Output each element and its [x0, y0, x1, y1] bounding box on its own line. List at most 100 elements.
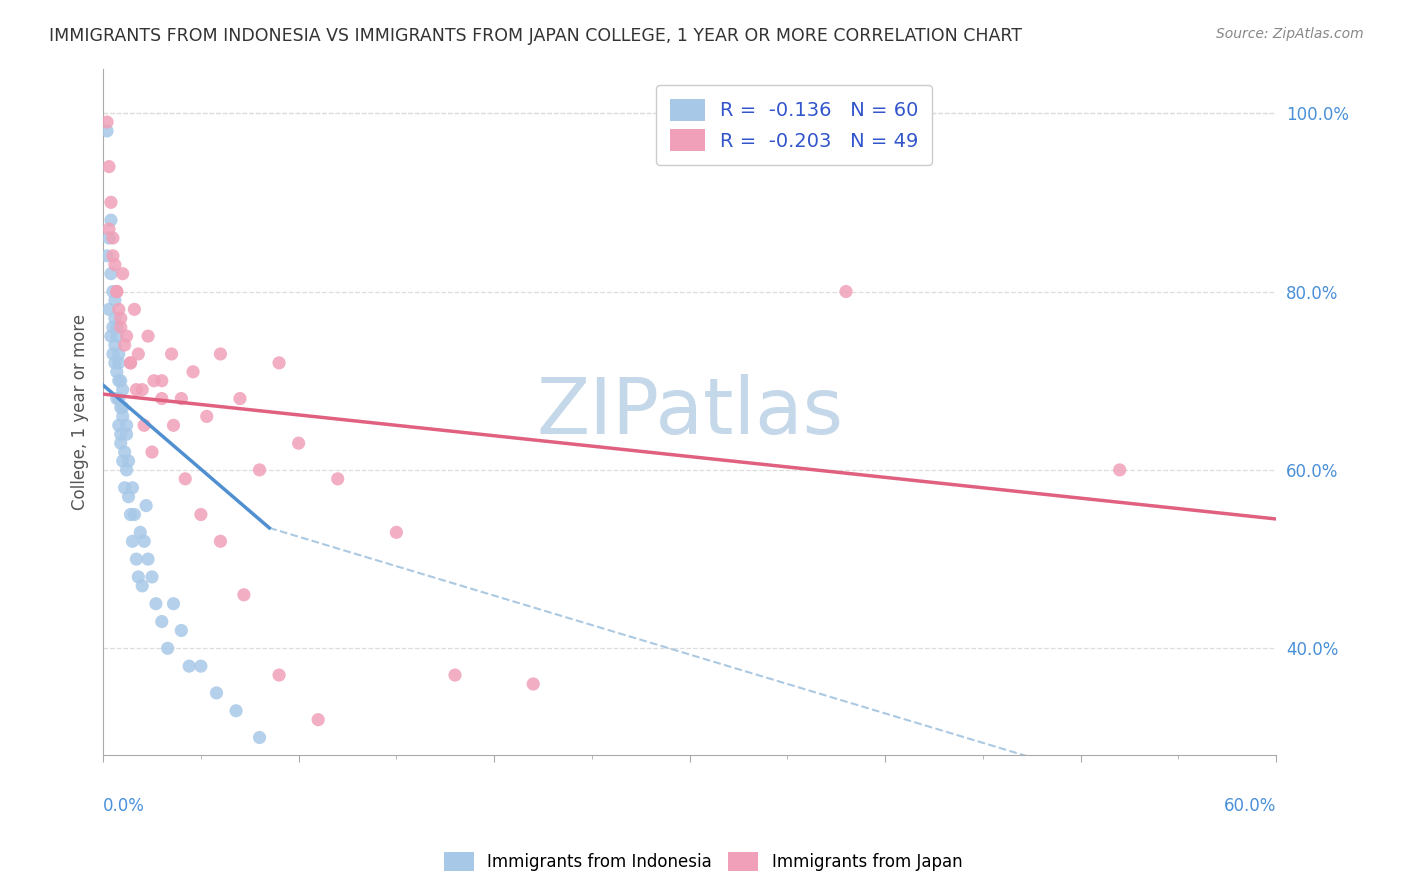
Point — [105, 365, 128, 379]
Point — [225, 704, 247, 718]
Point — [104, 338, 127, 352]
Point — [111, 454, 134, 468]
Point — [100, 267, 122, 281]
Point — [190, 508, 212, 522]
Point — [101, 249, 124, 263]
Point — [232, 588, 254, 602]
Point — [150, 392, 173, 406]
Point — [105, 329, 128, 343]
Point — [105, 392, 128, 406]
Point — [195, 409, 218, 424]
Point — [117, 454, 139, 468]
Point — [135, 499, 157, 513]
Point — [156, 641, 179, 656]
Point — [179, 659, 201, 673]
Point — [114, 481, 136, 495]
Point — [162, 418, 184, 433]
Point — [105, 285, 128, 299]
Point — [101, 320, 124, 334]
Point — [267, 668, 290, 682]
Point — [98, 302, 121, 317]
Legend: Immigrants from Indonesia, Immigrants from Japan: Immigrants from Indonesia, Immigrants fr… — [436, 843, 970, 880]
Point — [107, 356, 129, 370]
Point — [100, 213, 122, 227]
Point — [100, 195, 122, 210]
Point — [129, 525, 152, 540]
Point — [141, 570, 163, 584]
Point — [190, 659, 212, 673]
Point — [96, 124, 118, 138]
Point — [110, 320, 132, 334]
Point — [104, 311, 127, 326]
Point — [134, 418, 156, 433]
Point — [120, 508, 142, 522]
Point — [101, 231, 124, 245]
Point — [107, 418, 129, 433]
Text: IMMIGRANTS FROM INDONESIA VS IMMIGRANTS FROM JAPAN COLLEGE, 1 YEAR OR MORE CORRE: IMMIGRANTS FROM INDONESIA VS IMMIGRANTS … — [49, 27, 1022, 45]
Point — [209, 534, 232, 549]
Point — [267, 356, 290, 370]
Point — [522, 677, 544, 691]
Point — [209, 347, 232, 361]
Point — [444, 668, 467, 682]
Point — [174, 472, 197, 486]
Point — [96, 115, 118, 129]
Point — [98, 231, 121, 245]
Point — [249, 463, 271, 477]
Point — [115, 427, 138, 442]
Text: ZIPatlas: ZIPatlas — [536, 374, 844, 450]
Point — [229, 392, 252, 406]
Point — [162, 597, 184, 611]
Point — [111, 401, 134, 415]
Point — [125, 383, 148, 397]
Point — [107, 347, 129, 361]
Point — [120, 356, 142, 370]
Point — [101, 285, 124, 299]
Point — [124, 508, 146, 522]
Text: Source: ZipAtlas.com: Source: ZipAtlas.com — [1216, 27, 1364, 41]
Y-axis label: College, 1 year or more: College, 1 year or more — [72, 314, 89, 510]
Point — [249, 731, 271, 745]
Point — [117, 490, 139, 504]
Point — [326, 472, 349, 486]
Point — [205, 686, 228, 700]
Point — [107, 302, 129, 317]
Point — [111, 409, 134, 424]
Point — [1108, 463, 1130, 477]
Point — [181, 365, 204, 379]
Point — [110, 374, 132, 388]
Point — [127, 347, 149, 361]
Point — [131, 579, 153, 593]
Point — [145, 597, 167, 611]
Point — [110, 311, 132, 326]
Point — [170, 392, 193, 406]
Point — [100, 329, 122, 343]
Point — [141, 445, 163, 459]
Point — [136, 329, 159, 343]
Point — [150, 615, 173, 629]
Point — [104, 293, 127, 308]
Point — [160, 347, 183, 361]
Point — [835, 285, 858, 299]
Point — [110, 427, 132, 442]
Point — [134, 534, 156, 549]
Point — [150, 374, 173, 388]
Point — [114, 445, 136, 459]
Point — [110, 436, 132, 450]
Point — [101, 347, 124, 361]
Text: 60.0%: 60.0% — [1223, 797, 1277, 814]
Point — [98, 160, 121, 174]
Point — [110, 401, 132, 415]
Point — [107, 392, 129, 406]
Point — [170, 624, 193, 638]
Point — [125, 552, 148, 566]
Point — [111, 267, 134, 281]
Point — [107, 374, 129, 388]
Point — [143, 374, 166, 388]
Point — [96, 249, 118, 263]
Point — [111, 383, 134, 397]
Point — [115, 418, 138, 433]
Point — [131, 383, 153, 397]
Point — [121, 481, 143, 495]
Point — [120, 356, 142, 370]
